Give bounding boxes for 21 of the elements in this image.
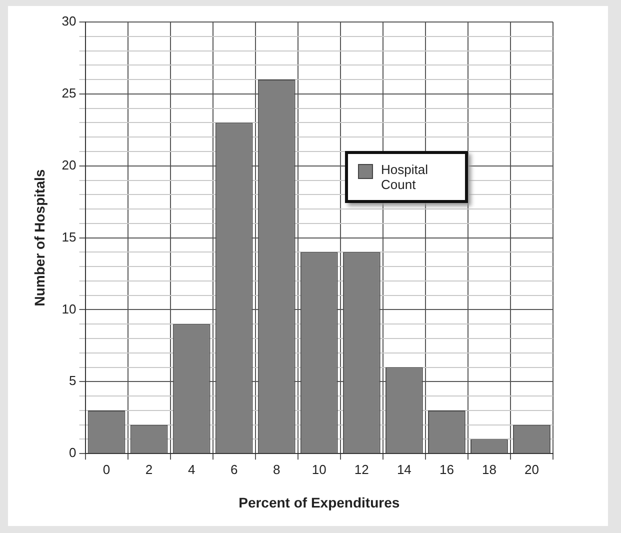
x-axis-title: Percent of Expenditures (238, 494, 400, 510)
x-tick-label: 14 (396, 462, 412, 477)
x-tick-label: 2 (145, 462, 153, 477)
x-tick-label: 12 (354, 462, 369, 477)
y-tick-label: 15 (62, 229, 76, 244)
x-tick-label: 20 (524, 462, 539, 477)
y-tick-label: 30 (62, 14, 76, 29)
legend-label: Hospital Count (381, 162, 429, 192)
x-tick-label: 18 (482, 462, 496, 477)
y-tick-label: 25 (62, 86, 76, 101)
y-tick-label: 0 (69, 445, 76, 460)
x-tick-label: 0 (102, 462, 110, 477)
x-tick-label: 6 (230, 462, 238, 477)
x-tick-label: 8 (272, 462, 280, 477)
y-axis-title: Number of Hospitals (31, 169, 48, 306)
x-tick-label: 10 (312, 462, 326, 477)
x-tick-label: 4 (188, 462, 196, 477)
x-tick-label: 16 (439, 462, 454, 477)
y-tick-label: 10 (62, 301, 76, 316)
y-tick-label: 20 (62, 157, 76, 172)
y-tick-label: 5 (69, 373, 76, 388)
